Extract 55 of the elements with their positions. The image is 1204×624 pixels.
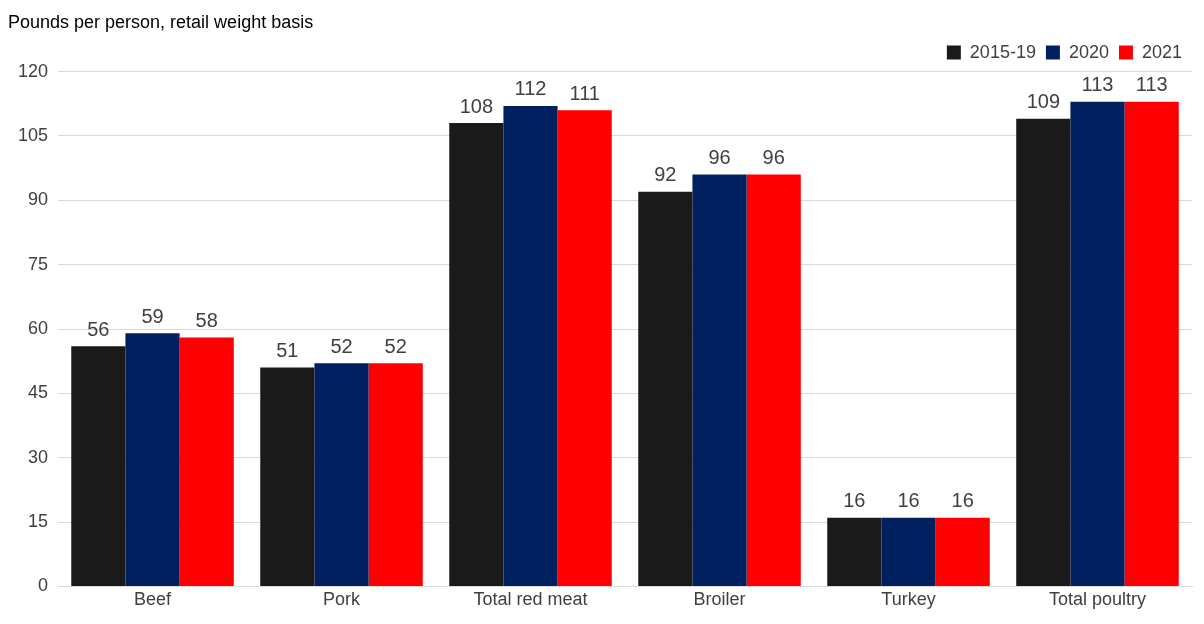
y-tick-label: 45 <box>28 382 49 403</box>
data-label: 112 <box>514 77 547 100</box>
legend-label: 2021 <box>1141 41 1182 62</box>
data-label: 16 <box>843 489 866 512</box>
data-label: 52 <box>384 334 407 357</box>
data-label: 113 <box>1135 73 1168 96</box>
legend-label: 2020 <box>1068 41 1109 62</box>
data-label: 58 <box>195 309 218 332</box>
bar <box>503 105 558 586</box>
data-label: 108 <box>459 94 494 117</box>
bar <box>557 110 612 586</box>
data-label: 96 <box>708 146 731 169</box>
data-label: 16 <box>897 489 920 512</box>
bar <box>125 333 180 586</box>
y-tick-label: 0 <box>38 575 49 596</box>
bar <box>746 174 801 586</box>
bar <box>827 517 882 586</box>
x-tick-label: Beef <box>134 589 173 610</box>
data-label: 109 <box>1026 90 1061 113</box>
bar <box>71 346 126 586</box>
y-tick-label: 120 <box>17 60 49 81</box>
y-tick-label: 105 <box>17 124 49 145</box>
data-label: 111 <box>569 81 600 104</box>
y-tick-label: 90 <box>28 189 49 210</box>
chart-title: Pounds per person, retail weight basis <box>8 11 314 32</box>
y-tick-label: 15 <box>28 511 49 532</box>
bar <box>692 174 747 586</box>
bar <box>260 367 315 586</box>
bar <box>1124 101 1179 586</box>
data-label: 96 <box>762 146 785 169</box>
x-tick-label: Turkey <box>881 589 936 610</box>
x-tick-label: Total red meat <box>473 589 588 610</box>
x-tick-label: Total poultry <box>1048 589 1147 610</box>
bar <box>449 123 504 586</box>
bar <box>881 517 936 586</box>
legend-label: 2015-19 <box>969 41 1036 62</box>
x-tick-label: Broiler <box>693 589 746 610</box>
data-label: 92 <box>654 163 677 186</box>
bar <box>935 517 990 586</box>
bar <box>1016 118 1071 586</box>
y-tick-label: 75 <box>28 253 49 274</box>
bar <box>638 191 693 586</box>
bar <box>314 363 369 586</box>
bar <box>1070 101 1125 586</box>
data-label: 16 <box>951 489 974 512</box>
x-tick-label: Pork <box>323 589 362 610</box>
data-label: 51 <box>276 339 299 362</box>
bar <box>368 363 423 586</box>
data-label: 59 <box>141 304 164 327</box>
data-label: 113 <box>1081 73 1114 96</box>
y-tick-label: 60 <box>28 317 49 338</box>
data-label: 52 <box>330 334 353 357</box>
data-label: 56 <box>87 317 110 340</box>
y-tick-label: 30 <box>28 446 49 467</box>
bar <box>179 337 234 586</box>
